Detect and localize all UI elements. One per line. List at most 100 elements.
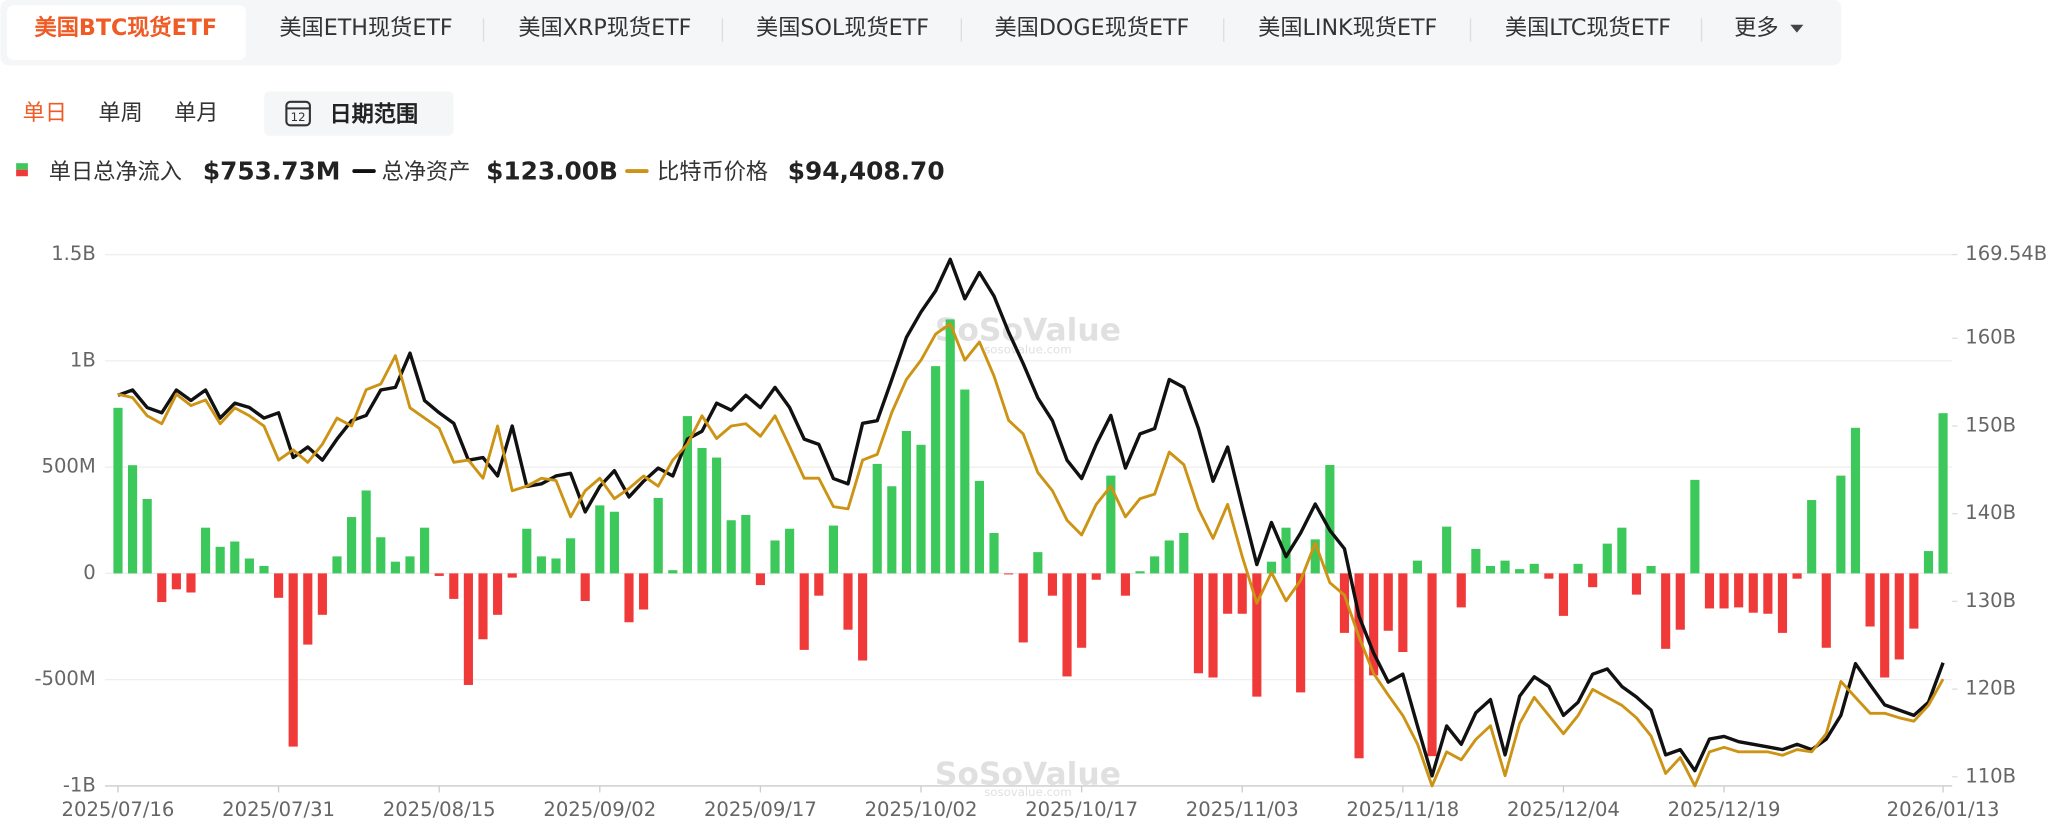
calendar-icon [285,100,311,127]
bar [828,525,838,574]
bar [858,573,868,661]
y2-tick-label: 130B [1965,589,2016,612]
bar [741,514,751,574]
bar [390,561,400,574]
bar [1894,573,1904,660]
bar [1266,561,1277,574]
x-tick-label: 2025/10/02 [865,798,978,821]
x-tick-label: 2025/07/31 [222,798,335,821]
bar [1120,573,1131,596]
bar [814,573,824,596]
tab[interactable]: 美国ETH现货ETF [279,15,452,41]
tab[interactable]: 美国XRP现货ETF [518,15,691,41]
bar [1164,540,1174,574]
y2-tick-label: 160B [1965,326,2016,349]
period-button[interactable]: 单周 [98,100,142,126]
bar [1223,573,1233,614]
bar [420,527,430,574]
x-tick-label: 2025/08/15 [383,798,496,821]
bar [609,511,619,574]
bar [931,366,941,574]
y-tick-label: -1B [63,773,96,796]
bar [697,447,707,574]
bar [536,556,546,574]
tab[interactable]: 美国LTC现货ETF [1505,15,1671,41]
bar [332,556,342,574]
tab[interactable]: 美国LINK现货ETF [1258,15,1437,41]
bar [1018,573,1028,643]
bar [1602,543,1612,574]
bar [551,558,561,574]
bar [1383,573,1393,631]
bar [361,490,371,574]
tab[interactable]: 美国SOL现货ETF [756,15,929,41]
watermark-sub: sosovalue.com [984,785,1071,799]
bar [1398,573,1408,653]
y-tick-label: 1B [70,348,96,371]
legend-name: 单日总净流入 [49,159,182,185]
bar [1588,573,1598,588]
legend-value: $94,408.70 [788,156,945,185]
period-button[interactable]: 单日 [23,100,67,126]
bar [347,517,357,574]
bar [171,573,181,590]
bar [989,532,999,574]
x-tick-label: 2026/01/13 [1887,798,2000,821]
bar [1865,573,1875,627]
bar [1909,573,1919,629]
bar [1690,479,1700,574]
bar [1004,573,1014,575]
bar [1704,573,1715,609]
bar [1369,573,1379,676]
more-tab[interactable]: 更多 [1734,15,1778,41]
bar [113,407,123,574]
x-tick-label: 2025/10/17 [1025,798,1138,821]
bar [1281,527,1291,574]
bar [478,573,488,640]
bar [463,573,473,685]
bar [449,573,459,599]
bar [1573,563,1583,574]
y-tick-label: 500M [42,455,96,478]
period-button[interactable]: 单月 [174,100,218,126]
legend-value: $753.73M [203,156,341,185]
legend-icon [16,163,28,170]
bar [726,520,736,574]
bar [566,538,576,574]
tab[interactable]: 美国DOGE现货ETF [994,15,1189,41]
bar [960,389,970,574]
legend-value: $123.00B [486,156,618,185]
bar [1471,548,1481,574]
bar [1515,569,1525,574]
watermark-sub: sosovalue.com [984,342,1071,356]
date-range-button[interactable] [264,91,454,136]
x-tick-label: 2025/07/16 [62,798,175,821]
bar [493,573,503,615]
bar [1850,427,1861,574]
bar [376,537,386,574]
bar [799,573,809,650]
tab[interactable]: 美国BTC现货ETF [35,14,218,41]
bar [639,573,649,610]
line [117,257,1945,778]
bar [1529,563,1539,574]
bar [1719,573,1729,609]
bar [1296,573,1306,693]
bar [1544,573,1554,579]
bar [682,416,692,574]
bar [186,573,196,593]
y2-tick-label: 169.54B [1965,242,2047,265]
bar [1631,573,1642,595]
bar [770,540,780,574]
bar [653,497,663,574]
bar [1821,573,1831,648]
date-range-label[interactable]: 日期范围 [329,101,418,127]
bar [303,573,313,645]
bar [974,480,984,574]
bar [595,505,605,574]
calendar-icon-text: 12 [291,110,306,124]
bar [405,556,415,574]
legend-name: 总净资产 [382,159,471,185]
bar [201,527,211,574]
